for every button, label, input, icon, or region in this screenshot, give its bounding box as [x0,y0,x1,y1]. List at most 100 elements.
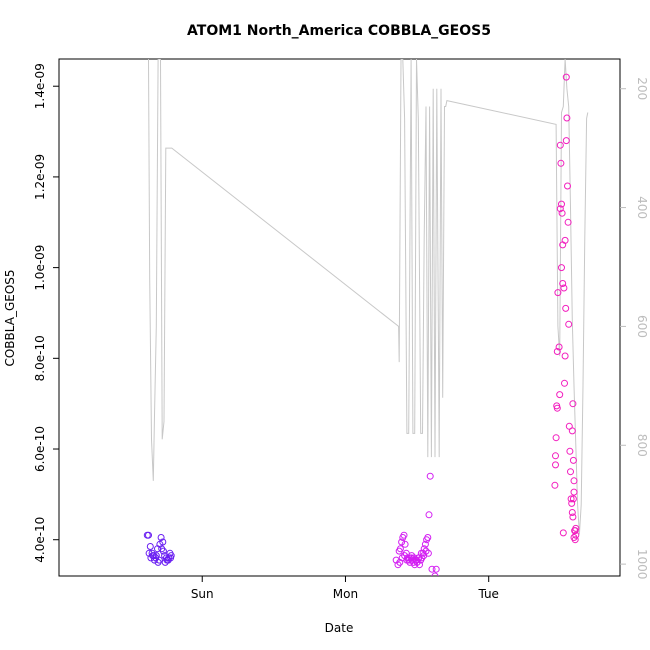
chart-title: ATOM1 North_America COBBLA_GEOS5 [187,23,491,39]
data-point [421,540,429,548]
data-point [552,461,559,469]
data-point [425,511,433,519]
data-point [145,531,152,539]
data-point [146,543,154,550]
y-tick-label: 4.0e-10 [33,517,47,563]
y2-tick-label: 200 [635,77,649,100]
data-point [154,558,162,566]
data-point [398,538,406,546]
y-axis-right: 200 400 600 800 1000 [620,77,649,579]
data-point [396,545,404,553]
altitude-line [148,59,589,535]
data-point [554,289,562,297]
data-point [149,552,157,560]
data-point [559,280,567,287]
data-point [556,391,564,399]
data-point [567,468,574,476]
data-point [570,488,578,496]
data-point [431,572,439,576]
data-point [552,452,559,460]
data-point [572,531,580,539]
point-series-mon [392,472,440,576]
data-point [559,529,567,537]
y-tick-label: 6.0e-10 [33,426,47,472]
data-point [553,404,561,412]
data-point [568,427,576,435]
y2-tick-label: 600 [635,315,649,338]
y-tick-label: 8.0e-10 [33,335,47,381]
data-point [556,141,564,149]
data-point [424,549,432,557]
y-tick-label: 1.2e-09 [33,154,47,200]
data-point [157,534,165,541]
y-axis-label: COBBLA_GEOS5 [3,269,17,366]
data-point [400,531,408,539]
data-point [569,456,577,464]
y2-tick-label: 800 [635,434,649,457]
point-series-sat [143,531,175,566]
data-point [558,209,566,217]
data-point [563,114,571,122]
data-point [557,159,565,167]
data-point [572,524,580,532]
data-point [570,477,578,485]
data-point [565,320,573,328]
data-point [567,495,575,503]
y-tick-label: 1.4e-09 [33,63,47,109]
data-point [167,554,175,562]
data-point [551,481,559,489]
data-point [561,352,569,360]
y2-tick-label: 1000 [635,549,649,580]
x-tick-label: Tue [477,587,499,601]
x-tick-label: Mon [333,587,358,601]
data-point [422,547,430,555]
data-point [560,284,568,292]
data-point [569,495,577,503]
data-point [411,561,419,569]
x-axis: Sun Mon Tue [191,576,499,601]
x-tick-label: Sun [191,587,214,601]
y-axis-left: 4.0e-10 6.0e-10 8.0e-10 1.0e-09 1.2e-09 1.4e-… [33,63,59,563]
data-point [403,556,411,564]
data-point [564,182,571,190]
series-layer [143,59,589,576]
data-point [405,554,413,562]
data-point [408,552,416,560]
data-point [426,472,434,480]
data-point [394,561,402,569]
x-axis-label: Date [325,621,354,635]
data-point [424,534,432,541]
data-point [568,499,576,507]
data-point [569,400,577,408]
data-point [163,556,171,564]
data-point [561,379,568,387]
data-point [156,540,164,548]
data-point [564,218,572,226]
data-point [152,552,160,560]
data-point [553,348,561,355]
data-point [568,509,576,516]
data-point [145,549,153,557]
data-point [428,565,436,573]
data-point [570,534,578,541]
y-tick-label: 1.0e-09 [33,245,47,291]
data-point [558,200,565,208]
data-point [562,304,570,312]
data-point [569,513,577,521]
data-point [413,556,420,564]
data-point [555,343,563,351]
data-point [151,556,158,564]
data-point [566,447,574,455]
data-point [159,547,167,555]
data-point [432,565,440,573]
y2-tick-label: 400 [635,196,649,219]
data-point [562,73,570,81]
plot-frame [58,58,621,577]
data-point [552,434,560,442]
data-point [556,205,564,213]
data-point [410,554,418,562]
data-point [401,540,409,548]
data-point [558,264,565,272]
